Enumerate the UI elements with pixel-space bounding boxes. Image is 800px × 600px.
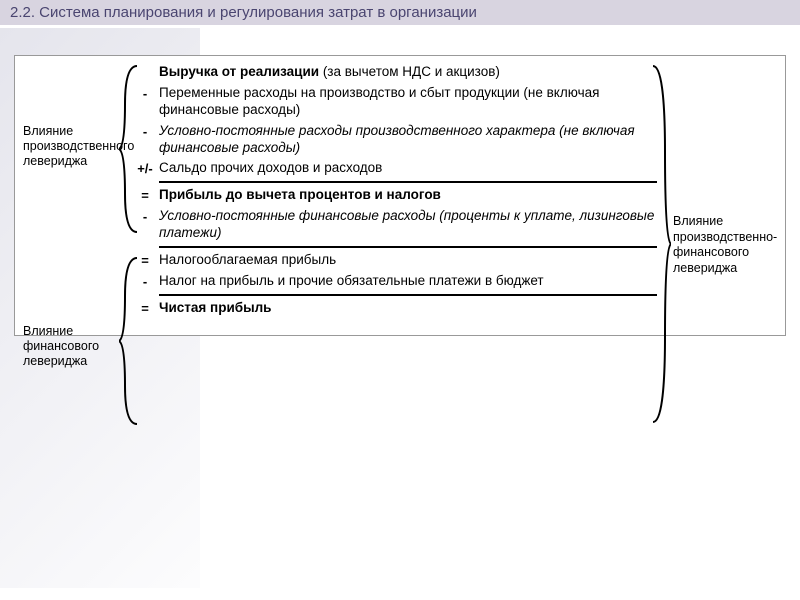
diagram-frame: Влияние производственного левериджа Влия…: [14, 55, 786, 336]
center-column: Выручка от реализации (за вычетом НДС и …: [131, 64, 657, 321]
op-2: -: [131, 123, 159, 139]
rule-2: [159, 246, 657, 248]
left-label-production-leverage: Влияние производственного левериджа: [23, 124, 129, 169]
op-6: =: [131, 252, 159, 268]
op-0: [131, 64, 159, 65]
line-0: Выручка от реализации (за вычетом НДС и …: [159, 64, 500, 81]
line-5: Условно-постоянные финансовые расходы (п…: [159, 208, 657, 242]
line-7: Налог на прибыль и прочие обязательные п…: [159, 273, 544, 290]
header-bar: 2.2. Система планирования и регулировани…: [0, 0, 800, 25]
page-title: 2.2. Система планирования и регулировани…: [10, 4, 477, 21]
right-label-combined-leverage: Влияние производственно-финансового леве…: [673, 214, 791, 277]
line-6: Налогооблагаемая прибыль: [159, 252, 336, 269]
line-4: Прибыль до вычета процентов и налогов: [159, 187, 441, 204]
line-8: Чистая прибыль: [159, 300, 271, 317]
rule-3: [159, 294, 657, 296]
op-8: =: [131, 300, 159, 316]
left-label-financial-leverage: Влияние финансового левериджа: [23, 324, 129, 369]
op-3: +/-: [131, 160, 159, 176]
op-4: =: [131, 187, 159, 203]
op-5: -: [131, 208, 159, 224]
line-1: Переменные расходы на производство и сбы…: [159, 85, 657, 119]
rule-1: [159, 181, 657, 183]
op-1: -: [131, 85, 159, 101]
line-2: Условно-постоянные расходы производствен…: [159, 123, 657, 157]
line-3: Сальдо прочих доходов и расходов: [159, 160, 382, 177]
op-7: -: [131, 273, 159, 289]
brace-right-icon: [651, 64, 671, 424]
